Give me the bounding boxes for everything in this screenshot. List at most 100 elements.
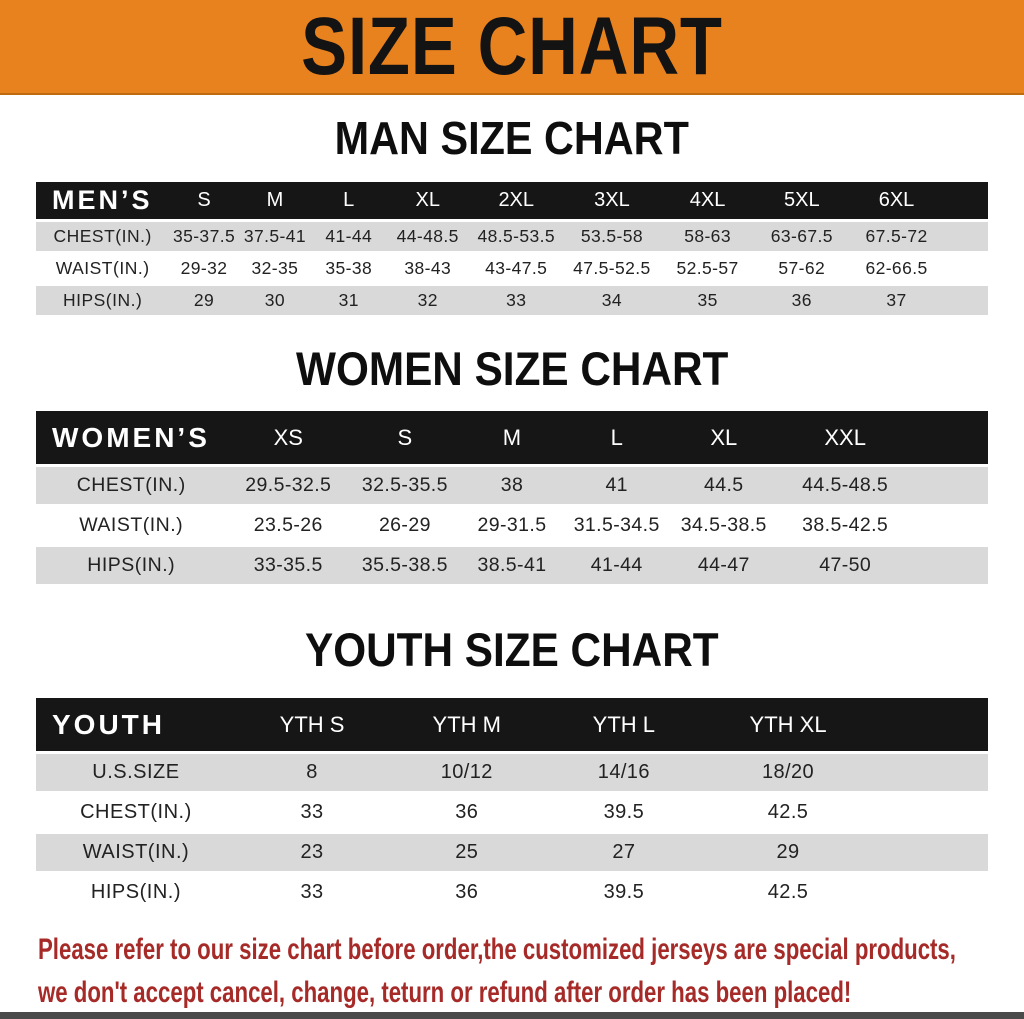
table-row: CHEST(IN.) 29.5-32.5 32.5-35.5 38 41 44.5 44.5… (36, 467, 988, 504)
size-column-header: L (564, 411, 670, 464)
size-column-header: 4XL (660, 182, 755, 219)
size-column-header: M (459, 411, 565, 464)
size-value: 33-35.5 (226, 547, 351, 584)
mens-header-label: MEN’S (36, 182, 170, 219)
size-value: 23.5-26 (253, 514, 323, 536)
size-value: 26-29 (378, 514, 431, 536)
size-value: 18/20 (702, 754, 874, 791)
size-value: 32-35 (251, 258, 299, 278)
table-row: CHEST(IN.) 33 36 39.5 42.5 (36, 794, 988, 831)
size-value: 47-50 (778, 547, 912, 584)
size-value: 41-44 (564, 547, 670, 584)
youth-header-label: YOUTH (36, 698, 236, 751)
size-column-header: 5XL (754, 182, 849, 219)
size-value: 43-47.5 (485, 258, 548, 278)
size-value: 25 (388, 834, 546, 871)
size-value: 41 (564, 467, 670, 504)
size-value: 36 (455, 881, 479, 903)
row-label: HIPS(IN.) (36, 286, 170, 315)
size-column-header: XS (226, 411, 351, 464)
mens-section: MAN SIZE CHART MEN’S S M L XL 2XL 3XL 4XL 5XL 6XL C… (0, 115, 1024, 318)
row-filler (873, 834, 988, 871)
table-row: HIPS(IN.) 29 30 31 32 33 34 35 36 37 (36, 286, 988, 315)
size-value: 36 (455, 801, 479, 823)
size-value: 35.5-38.5 (350, 547, 460, 584)
womens-header-label: WOMEN’S (36, 411, 227, 464)
size-value: 29-31.5 (477, 514, 547, 536)
table-row: WAIST(IN.) 23 25 27 29 (36, 834, 988, 871)
size-value: 29.5-32.5 (226, 467, 351, 504)
table-row: CHEST(IN.) 35-37.5 37.5-41 41-44 44-48.5 48.5… (36, 222, 988, 251)
womens-header-row: WOMEN’S XS S M L XL XXL (36, 411, 988, 464)
size-column-header: S (350, 411, 460, 464)
size-value: 38.5-41 (459, 547, 565, 584)
row-filler (874, 874, 988, 911)
size-column-header: 3XL (563, 182, 661, 219)
banner: SIZE CHART (0, 0, 1024, 95)
row-filler (911, 547, 988, 584)
table-row: U.S.SIZE 8 10/12 14/16 18/20 (36, 754, 988, 791)
size-value: 37.5-41 (238, 222, 312, 251)
row-label: WAIST(IN.) (79, 514, 184, 536)
row-filler (944, 286, 988, 315)
size-column-header: YTH L (545, 698, 703, 751)
youth-table: YOUTH YTH S YTH M YTH L YTH XL U.S.SIZE 8 10/12… (36, 695, 988, 914)
youth-section: YOUTH SIZE CHART YOUTH YTH S YTH M YTH L YTH … (0, 623, 1024, 914)
row-label: CHEST(IN.) (36, 222, 170, 251)
size-column-header: YTH XL (702, 698, 874, 751)
size-value: 35-38 (325, 258, 373, 278)
size-value: 58-63 (660, 222, 755, 251)
size-value: 29 (169, 286, 239, 315)
size-value: 29 (702, 834, 874, 871)
size-column-header: L (311, 182, 387, 219)
size-value: 48.5-53.5 (469, 222, 564, 251)
size-value: 29-32 (180, 258, 228, 278)
header-filler (944, 182, 988, 219)
womens-table: WOMEN’S XS S M L XL XXL CHEST(IN.) 29.5-32.5 32.5… (36, 408, 988, 587)
mens-table: MEN’S S M L XL 2XL 3XL 4XL 5XL 6XL CHEST(IN.) 35-37… (36, 179, 988, 318)
size-value: 35-37.5 (169, 222, 239, 251)
table-row: WAIST(IN.) 29-32 32-35 35-38 38-43 43-47.5 47.… (36, 254, 988, 283)
footer-note: Please refer to our size chart before or… (38, 928, 1024, 1014)
footer-line-2: we don't accept cancel, change, teturn o… (38, 976, 852, 1009)
size-value: 23 (235, 834, 389, 871)
womens-title: WOMEN SIZE CHART (0, 342, 1024, 395)
size-column-header: M (238, 182, 312, 219)
size-value: 39.5 (603, 881, 645, 903)
size-value: 67.5-72 (848, 222, 945, 251)
size-value: 38-43 (404, 258, 452, 278)
table-row: HIPS(IN.) 33-35.5 35.5-38.5 38.5-41 41-44 44-… (36, 547, 988, 584)
size-value: 42.5 (767, 881, 809, 903)
size-value: 52.5-57 (676, 258, 739, 278)
size-value: 33 (300, 801, 324, 823)
mens-title-text: MAN SIZE CHART (334, 112, 690, 164)
row-label: HIPS(IN.) (36, 547, 227, 584)
size-value: 32 (386, 286, 470, 315)
bottom-bar (0, 1012, 1024, 1019)
sections: MAN SIZE CHART MEN’S S M L XL 2XL 3XL 4XL 5XL 6XL C… (0, 115, 1024, 914)
size-column-header: 2XL (469, 182, 564, 219)
size-value: 31.5-34.5 (573, 514, 660, 536)
size-value: 8 (235, 754, 389, 791)
row-filler (912, 507, 988, 544)
size-column-header: XL (669, 411, 779, 464)
womens-title-text: WOMEN SIZE CHART (295, 342, 729, 395)
size-column-header: YTH S (235, 698, 389, 751)
row-label: HIPS(IN.) (90, 881, 181, 903)
size-value: 35 (660, 286, 755, 315)
size-column-header: XL (386, 182, 470, 219)
size-value: 44.5-48.5 (778, 467, 912, 504)
size-value: 39.5 (603, 801, 645, 823)
size-value: 14/16 (545, 754, 703, 791)
youth-title-text: YOUTH SIZE CHART (305, 623, 719, 676)
row-filler (873, 754, 988, 791)
size-value: 27 (545, 834, 703, 871)
size-value: 38.5-42.5 (802, 514, 889, 536)
size-column-header: S (169, 182, 239, 219)
row-filler (911, 467, 988, 504)
size-value: 63-67.5 (754, 222, 849, 251)
youth-header-row: YOUTH YTH S YTH M YTH L YTH XL (36, 698, 988, 751)
size-value: 44-48.5 (386, 222, 470, 251)
page-title: SIZE CHART (301, 0, 723, 92)
size-value: 53.5-58 (563, 222, 661, 251)
